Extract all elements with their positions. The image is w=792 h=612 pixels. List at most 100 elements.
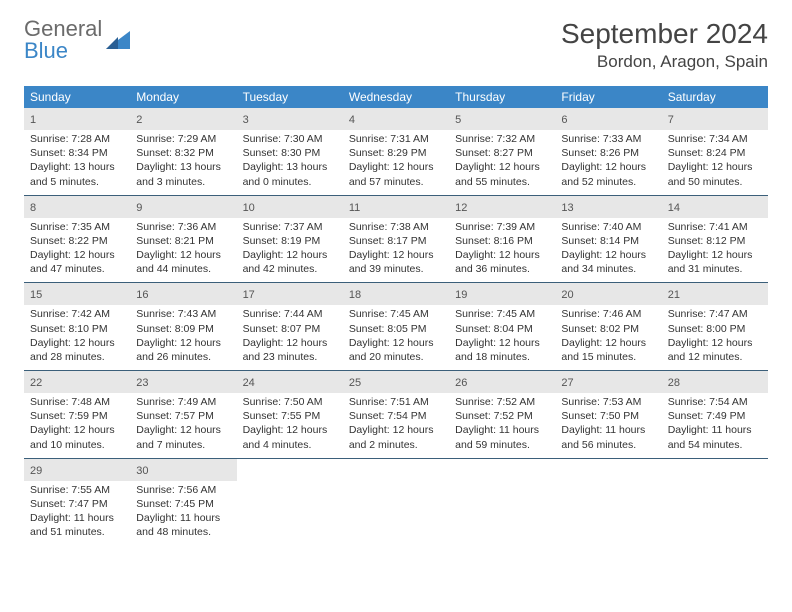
daylight-line: Daylight: 12 hours and 26 minutes.: [136, 336, 230, 364]
sunrise-line: Sunrise: 7:56 AM: [136, 483, 230, 497]
logo-word2: Blue: [24, 38, 68, 63]
calendar-day: 11Sunrise: 7:38 AMSunset: 8:17 PMDayligh…: [343, 196, 449, 283]
calendar-day: [343, 459, 449, 546]
calendar-day: 21Sunrise: 7:47 AMSunset: 8:00 PMDayligh…: [662, 283, 768, 370]
month-title: September 2024: [561, 18, 768, 50]
day-number: 26: [455, 377, 467, 389]
day-number: 24: [243, 377, 255, 389]
daylight-line: Daylight: 12 hours and 55 minutes.: [455, 160, 549, 188]
calendar-day: 28Sunrise: 7:54 AMSunset: 7:49 PMDayligh…: [662, 371, 768, 458]
calendar-day: 26Sunrise: 7:52 AMSunset: 7:52 PMDayligh…: [449, 371, 555, 458]
calendar-day: [449, 459, 555, 546]
sunrise-line: Sunrise: 7:30 AM: [243, 132, 337, 146]
daylight-line: Daylight: 11 hours and 48 minutes.: [136, 511, 230, 539]
daylight-line: Daylight: 12 hours and 15 minutes.: [561, 336, 655, 364]
day-number: 2: [136, 114, 142, 126]
sunset-line: Sunset: 8:02 PM: [561, 322, 655, 336]
day-number: 19: [455, 289, 467, 301]
calendar-day: 2Sunrise: 7:29 AMSunset: 8:32 PMDaylight…: [130, 108, 236, 195]
day-number: 14: [668, 202, 680, 214]
calendar-day: 1Sunrise: 7:28 AMSunset: 8:34 PMDaylight…: [24, 108, 130, 195]
location: Bordon, Aragon, Spain: [561, 52, 768, 72]
sunrise-line: Sunrise: 7:47 AM: [668, 307, 762, 321]
sunrise-line: Sunrise: 7:39 AM: [455, 220, 549, 234]
daylight-line: Daylight: 12 hours and 10 minutes.: [30, 423, 124, 451]
sunset-line: Sunset: 8:32 PM: [136, 146, 230, 160]
day-number: 15: [30, 289, 42, 301]
sunset-line: Sunset: 8:05 PM: [349, 322, 443, 336]
sunrise-line: Sunrise: 7:45 AM: [455, 307, 549, 321]
sunrise-line: Sunrise: 7:34 AM: [668, 132, 762, 146]
calendar-day: 15Sunrise: 7:42 AMSunset: 8:10 PMDayligh…: [24, 283, 130, 370]
daylight-line: Daylight: 11 hours and 56 minutes.: [561, 423, 655, 451]
calendar-day: [555, 459, 661, 546]
day-number: 17: [243, 289, 255, 301]
calendar-week: 15 Sunrise: 7:42 AMSunset: 8:10 PM Dayligh…: [24, 283, 768, 371]
sunset-line: Sunset: 8:17 PM: [349, 234, 443, 248]
day-number-bar: 13: [555, 196, 661, 218]
day-number: 29: [30, 465, 42, 477]
sunset-line: Sunset: 8:07 PM: [243, 322, 337, 336]
day-number-bar: 10: [237, 196, 343, 218]
day-number: 25: [349, 377, 361, 389]
calendar-week: 1Sunrise: 7:28 AMSunset: 8:34 PMDaylight…: [24, 108, 768, 196]
day-number: 8: [30, 202, 36, 214]
title-block: September 2024 Bordon, Aragon, Spain: [561, 18, 768, 72]
daylight-line: Daylight: 12 hours and 4 minutes.: [243, 423, 337, 451]
day-number: 7: [668, 114, 674, 126]
day-number-bar: 23: [130, 371, 236, 393]
sunset-line: Sunset: 7:47 PM: [30, 497, 124, 511]
daylight-line: Daylight: 12 hours and 52 minutes.: [561, 160, 655, 188]
daylight-line: Daylight: 12 hours and 44 minutes.: [136, 248, 230, 276]
sunset-line: Sunset: 8:26 PM: [561, 146, 655, 160]
sunset-line: Sunset: 8:12 PM: [668, 234, 762, 248]
calendar-day: 13Sunrise: 7:40 AMSunset: 8:14 PMDayligh…: [555, 196, 661, 283]
sunrise-line: Sunrise: 7:49 AM: [136, 395, 230, 409]
sunrise-line: Sunrise: 7:38 AM: [349, 220, 443, 234]
calendar-day: 16Sunrise: 7:43 AMSunset: 8:09 PMDayligh…: [130, 283, 236, 370]
calendar-day: 5 Sunrise: 7:32 AMSunset: 8:27 PMDaylight…: [449, 108, 555, 195]
calendar-day: 8Sunrise: 7:35 AMSunset: 8:22 PMDaylight…: [24, 196, 130, 283]
weekday-header: Thursday: [449, 86, 555, 108]
sunrise-line: Sunrise: 7:51 AM: [349, 395, 443, 409]
day-number: 6: [561, 114, 567, 126]
daylight-line: Daylight: 12 hours and 34 minutes.: [561, 248, 655, 276]
day-number: 1: [30, 114, 36, 126]
day-number: 12: [455, 202, 467, 214]
day-number-bar: 9: [130, 196, 236, 218]
sunset-line: Sunset: 7:52 PM: [455, 409, 549, 423]
daylight-line: Daylight: 12 hours and 39 minutes.: [349, 248, 443, 276]
sunset-line: Sunset: 8:10 PM: [30, 322, 124, 336]
day-number-bar: 4: [343, 108, 449, 130]
sunset-line: Sunset: 8:27 PM: [455, 146, 549, 160]
sunset-line: Sunset: 8:24 PM: [668, 146, 762, 160]
sunrise-line: Sunrise: 7:41 AM: [668, 220, 762, 234]
day-number-bar: 20: [555, 283, 661, 305]
day-number-bar: 19: [449, 283, 555, 305]
daylight-line: Daylight: 12 hours and 2 minutes.: [349, 423, 443, 451]
sunrise-line: Sunrise: 7:32 AM: [455, 132, 549, 146]
day-number: 28: [668, 377, 680, 389]
daylight-line: Daylight: 12 hours and 36 minutes.: [455, 248, 549, 276]
day-number-bar: 29: [24, 459, 130, 481]
calendar-day: 7Sunrise: 7:34 AMSunset: 8:24 PMDaylight…: [662, 108, 768, 195]
sunrise-line: Sunrise: 7:33 AM: [561, 132, 655, 146]
sunrise-line: Sunrise: 7:52 AM: [455, 395, 549, 409]
day-number-bar: 12: [449, 196, 555, 218]
day-number-bar: 21: [662, 283, 768, 305]
sunset-line: Sunset: 7:57 PM: [136, 409, 230, 423]
day-number: 20: [561, 289, 573, 301]
sunset-line: Sunset: 8:30 PM: [243, 146, 337, 160]
day-number-bar: 5: [449, 108, 555, 130]
calendar-week: 22Sunrise: 7:48 AMSunset: 7:59 PMDayligh…: [24, 371, 768, 459]
sunset-line: Sunset: 7:50 PM: [561, 409, 655, 423]
calendar-day: [237, 459, 343, 546]
sunset-line: Sunset: 8:00 PM: [668, 322, 762, 336]
day-number: 3: [243, 114, 249, 126]
weekday-header: Friday: [555, 86, 661, 108]
sunrise-line: Sunrise: 7:42 AM: [30, 307, 124, 321]
sunrise-line: Sunrise: 7:40 AM: [561, 220, 655, 234]
daylight-line: Daylight: 12 hours and 18 minutes.: [455, 336, 549, 364]
sunset-line: Sunset: 8:21 PM: [136, 234, 230, 248]
day-number-bar: 22: [24, 371, 130, 393]
